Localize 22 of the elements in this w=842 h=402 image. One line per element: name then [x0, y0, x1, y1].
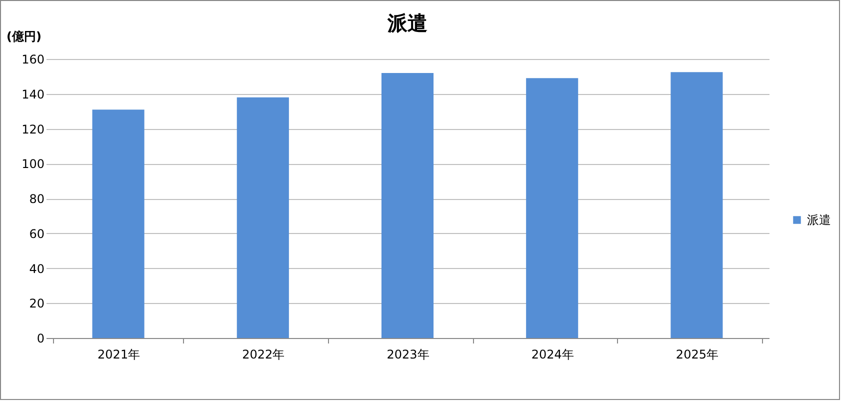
y-axis-title: (億円): [6, 30, 42, 44]
bar: [526, 78, 578, 338]
legend-label: 派遣: [807, 213, 831, 227]
bar: [670, 72, 723, 338]
x-tick-label: 2025年: [676, 348, 718, 362]
y-tick-label: 40: [29, 262, 44, 276]
y-tick-label: 140: [22, 87, 44, 102]
y-tick-label: 0: [36, 332, 44, 346]
x-tick-label: 2023年: [386, 348, 430, 362]
bar: [236, 97, 289, 338]
x-tick-label: 2022年: [242, 348, 285, 362]
y-tick-label: 100: [22, 157, 44, 172]
y-tick-label: 160: [22, 52, 44, 66]
bar: [381, 72, 434, 338]
x-tick-label: 2021年: [98, 348, 140, 362]
chart-title: 派遣: [386, 11, 428, 35]
y-tick-label: 20: [29, 296, 44, 311]
x-tick-label: 2024年: [531, 348, 574, 362]
y-tick-label: 120: [22, 122, 44, 136]
y-tick-label: 60: [29, 226, 44, 241]
bar: [92, 110, 144, 338]
y-tick-label: 80: [29, 192, 44, 206]
